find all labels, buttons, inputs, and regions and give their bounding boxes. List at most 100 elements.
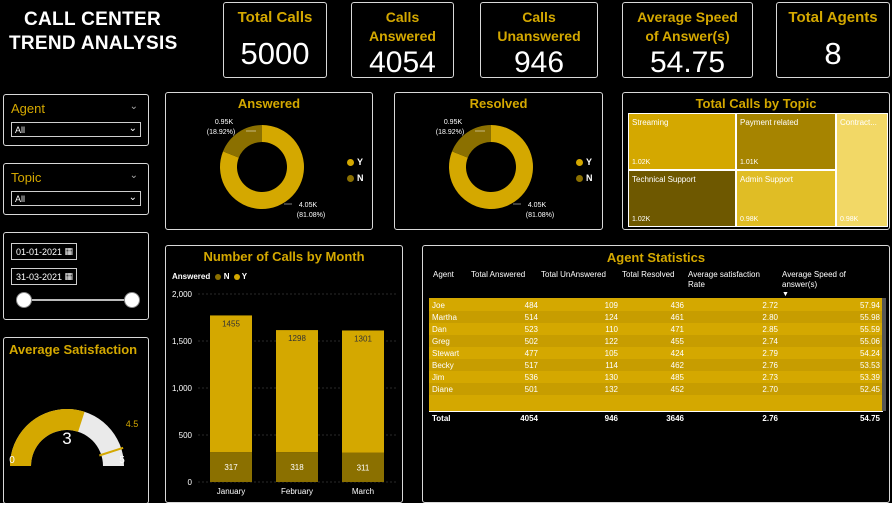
col-header-unanswered[interactable]: Total UnAnswered bbox=[541, 270, 606, 279]
bar-data-label: 311 bbox=[357, 463, 370, 472]
donut-slice-n[interactable] bbox=[223, 125, 262, 158]
bar-n-january[interactable] bbox=[210, 452, 252, 482]
kpi-calls-unanswered[interactable]: Calls Unanswered 946 bbox=[480, 2, 598, 79]
y-tick-label: 1,500 bbox=[172, 337, 193, 346]
cell-satisfaction: 2.70 bbox=[762, 384, 778, 394]
table-row[interactable]: Joe 484 109 436 2.72 57.94 bbox=[429, 299, 883, 311]
treemap-cell-payment[interactable]: Payment related 1.01K bbox=[736, 113, 836, 170]
topic-slicer-chevron-icon[interactable]: ⌄ bbox=[129, 170, 138, 181]
resolved-chart-title: Resolved bbox=[469, 96, 528, 111]
cell-resolved: 471 bbox=[670, 324, 684, 334]
treemap-cell-contract[interactable]: Contract... 0.98K bbox=[836, 113, 888, 227]
donut-slice-y[interactable] bbox=[220, 125, 304, 209]
date-range-track bbox=[24, 299, 130, 301]
resolved-n-pct: (18.92%) bbox=[436, 129, 464, 136]
topic-slicer[interactable]: Topic ⌄ All ⌄ bbox=[3, 163, 149, 215]
table-row[interactable]: Becky 517 114 462 2.76 53.53 bbox=[429, 359, 883, 371]
table-scrollbar[interactable] bbox=[882, 298, 886, 411]
table-row[interactable]: Diane 501 132 452 2.70 52.45 bbox=[429, 383, 883, 395]
treemap-cell-value: 1.02K bbox=[632, 159, 651, 166]
kpi-calls-answered-label-1: Calls bbox=[385, 9, 420, 25]
agent-stats-panel[interactable]: Agent Statistics Agent Total Answered To… bbox=[422, 245, 890, 503]
table-row[interactable]: Martha 514 124 461 2.80 55.98 bbox=[429, 311, 883, 323]
agent-slicer-chevron-icon[interactable]: ⌄ bbox=[129, 101, 138, 112]
kpi-total-agents[interactable]: Total Agents 8 bbox=[776, 2, 890, 78]
treemap-cell-technical[interactable]: Technical Support 1.02K bbox=[628, 170, 736, 227]
answered-legend-n[interactable]: N bbox=[347, 173, 364, 183]
bar-y-january[interactable] bbox=[210, 315, 252, 453]
kpi-avg-speed[interactable]: Average Speed of Answer(s) 54.75 bbox=[622, 2, 753, 79]
table-row[interactable]: Dan 523 110 471 2.85 55.59 bbox=[429, 323, 883, 335]
agent-stats-total-row: Total 4054 946 3646 2.76 54.75 bbox=[429, 412, 883, 424]
topic-slicer-label: Topic bbox=[11, 170, 42, 185]
y-tick-label: 1,000 bbox=[172, 384, 193, 393]
cell-resolved: 461 bbox=[670, 312, 684, 322]
total-resolved: 3646 bbox=[666, 413, 684, 423]
cell-answered: 501 bbox=[524, 384, 538, 394]
cell-agent: Becky bbox=[432, 360, 454, 370]
answered-donut-panel[interactable]: Answered 0.95K (18.92%) 4.05K (81.08%) Y… bbox=[165, 92, 373, 230]
calendar-icon[interactable]: ▦ bbox=[64, 246, 73, 256]
legend-dot-icon bbox=[347, 159, 354, 167]
cell-resolved: 424 bbox=[670, 348, 684, 358]
cell-unanswered: 124 bbox=[604, 312, 618, 322]
resolved-donut-panel[interactable]: Resolved 0.95K (18.92%) 4.05K (81.08%) Y… bbox=[394, 92, 603, 230]
y-tick-label: 2,000 bbox=[172, 290, 193, 299]
bar-y-february[interactable] bbox=[276, 330, 318, 453]
table-total-divider bbox=[429, 411, 883, 412]
cell-satisfaction: 2.72 bbox=[762, 300, 778, 310]
treemap-cell-streaming[interactable]: Streaming 1.02K bbox=[628, 113, 736, 170]
kpi-total-calls[interactable]: Total Calls 5000 bbox=[223, 2, 327, 78]
cell-satisfaction: 2.80 bbox=[762, 312, 778, 322]
agent-dropdown[interactable]: All ⌄ bbox=[11, 122, 141, 137]
answered-y-pct: (81.08%) bbox=[297, 212, 325, 219]
cell-unanswered: 105 bbox=[604, 348, 618, 358]
sort-desc-icon[interactable]: ▼ bbox=[782, 291, 789, 298]
date-range-end-handle[interactable] bbox=[124, 292, 140, 308]
bar-data-label: 317 bbox=[224, 463, 238, 472]
bar-data-label: 1455 bbox=[222, 319, 240, 328]
bar-n-march[interactable] bbox=[342, 452, 384, 482]
answered-legend-y[interactable]: Y bbox=[347, 157, 363, 167]
legend-dot-icon bbox=[576, 159, 583, 167]
date-range-start-handle[interactable] bbox=[16, 292, 32, 308]
col-header-speed[interactable]: Average Speed of answer(s) bbox=[782, 270, 846, 289]
start-date-value: 01-01-2021 bbox=[16, 247, 63, 257]
resolved-legend-n[interactable]: N bbox=[576, 173, 593, 183]
table-row[interactable]: Stewart 477 105 424 2.79 54.24 bbox=[429, 347, 883, 359]
cell-answered: 514 bbox=[524, 312, 538, 322]
col-header-resolved[interactable]: Total Resolved bbox=[622, 270, 675, 279]
end-date-input[interactable]: 31-03-2021 ▦ bbox=[11, 268, 77, 285]
kpi-calls-answered[interactable]: Calls Answered 4054 bbox=[351, 2, 454, 79]
calls-by-month-panel[interactable]: Number of Calls by Month Answered N Y 2,… bbox=[165, 245, 403, 503]
cell-speed: 53.39 bbox=[859, 372, 880, 382]
donut-slice-y[interactable] bbox=[449, 125, 533, 209]
treemap-cell-admin[interactable]: Admin Support 0.98K bbox=[736, 170, 836, 227]
calendar-icon[interactable]: ▦ bbox=[64, 271, 73, 281]
col-header-agent[interactable]: Agent bbox=[433, 270, 454, 279]
kpi-avg-speed-label-2: of Answer(s) bbox=[645, 28, 730, 44]
avg-satisfaction-gauge[interactable]: Average Satisfaction 3 0 5 4.5 bbox=[3, 337, 149, 504]
table-row[interactable]: Greg 502 122 455 2.74 55.06 bbox=[429, 335, 883, 347]
resolved-legend-y[interactable]: Y bbox=[576, 157, 592, 167]
answered-donut-svg: 0.95K (18.92%) 4.05K (81.08%) bbox=[207, 119, 325, 219]
col-header-satisfaction[interactable]: Average satisfaction Rate bbox=[688, 270, 760, 289]
col-header-answered[interactable]: Total Answered bbox=[471, 270, 526, 279]
y-tick-label: 500 bbox=[179, 431, 193, 440]
cell-speed: 54.24 bbox=[859, 348, 880, 358]
topic-treemap-panel[interactable]: Total Calls by Topic Streaming 1.02K Pay… bbox=[622, 92, 890, 230]
bar-legend-title: Answered bbox=[172, 272, 211, 281]
agent-slicer[interactable]: Agent ⌄ All ⌄ bbox=[3, 94, 149, 146]
topic-dropdown[interactable]: All ⌄ bbox=[11, 191, 141, 206]
donut-slice-n[interactable] bbox=[452, 125, 491, 158]
start-date-input[interactable]: 01-01-2021 ▦ bbox=[11, 243, 77, 260]
bar-y-march[interactable] bbox=[342, 330, 384, 453]
legend-label: N bbox=[357, 173, 364, 183]
cell-satisfaction: 2.76 bbox=[762, 360, 778, 370]
bar-n-february[interactable] bbox=[276, 452, 318, 482]
cell-satisfaction: 2.73 bbox=[762, 372, 778, 382]
kpi-calls-unanswered-label-1: Calls bbox=[522, 9, 556, 25]
date-slicer[interactable]: 01-01-2021 ▦ 31-03-2021 ▦ bbox=[3, 232, 149, 320]
table-row[interactable]: Jim 536 130 485 2.73 53.39 bbox=[429, 371, 883, 383]
bar-legend-y: Y bbox=[241, 272, 248, 281]
